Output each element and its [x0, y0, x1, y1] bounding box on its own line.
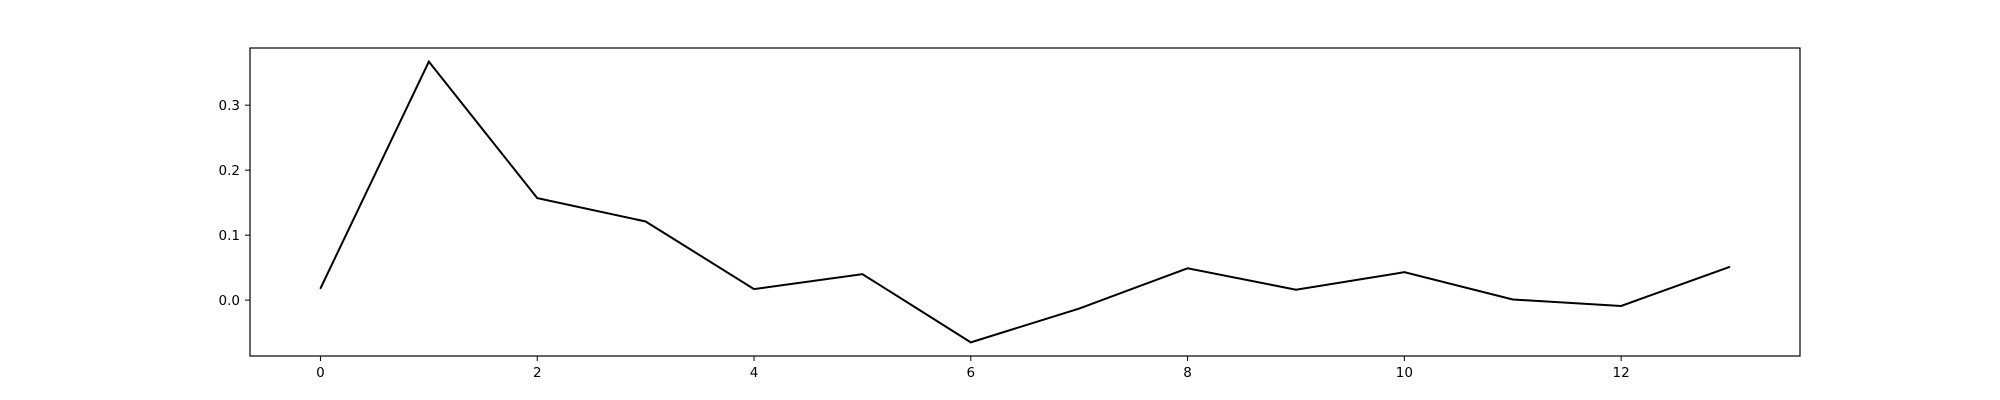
plot-area — [319, 59, 1731, 344]
x-tick-label: 8 — [1183, 365, 1192, 381]
data-point — [1186, 267, 1189, 270]
data-point — [1078, 307, 1080, 310]
y-tick-label: 0.0 — [219, 293, 240, 309]
data-point — [1511, 298, 1514, 301]
data-point — [319, 287, 322, 290]
data-point — [644, 220, 647, 223]
x-tick-label: 12 — [1613, 365, 1630, 381]
data-point — [1403, 271, 1406, 273]
x-tick-label: 10 — [1396, 365, 1413, 381]
y-tick-label: 0.2 — [219, 163, 240, 179]
x-tick-label: 0 — [316, 365, 325, 381]
y-axis: 0.0 0.1 0.2 0.3 — [219, 98, 250, 309]
data-point — [428, 60, 430, 63]
data-point — [1295, 288, 1297, 291]
x-axis: 0 2 4 6 8 10 12 — [316, 356, 1630, 381]
data-point — [1620, 305, 1622, 307]
series-line — [319, 59, 1730, 344]
data-point — [970, 341, 972, 344]
data-point — [861, 273, 864, 275]
data-point — [1728, 266, 1731, 268]
x-tick-label: 4 — [750, 365, 759, 381]
data-point — [753, 288, 755, 290]
y-tick-label: 0.3 — [219, 98, 240, 114]
x-tick-label: 6 — [967, 365, 976, 381]
axes-frame — [249, 47, 1801, 357]
data-point — [536, 197, 539, 199]
y-tick-label: 0.1 — [219, 228, 240, 244]
x-tick-label: 2 — [533, 365, 542, 381]
